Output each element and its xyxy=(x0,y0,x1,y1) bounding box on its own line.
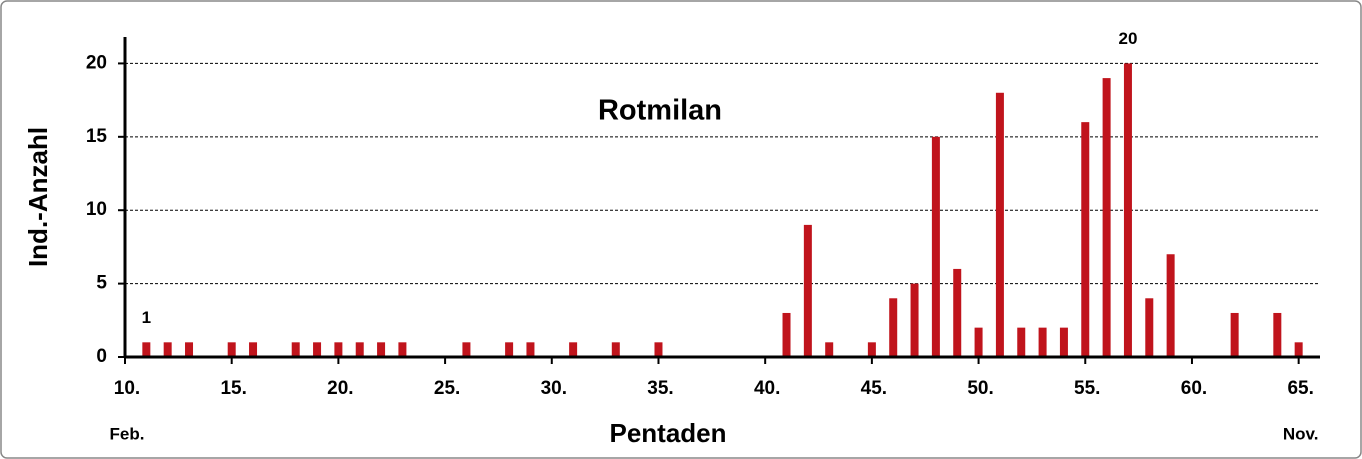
x-tick-label: 50. xyxy=(967,378,993,399)
x-tick-label: 40. xyxy=(754,378,780,399)
bar xyxy=(782,312,791,357)
bar xyxy=(1017,327,1026,357)
bar xyxy=(889,298,898,357)
bar xyxy=(974,327,983,357)
x-tick-label: 25. xyxy=(434,378,460,399)
x-tick-label: 60. xyxy=(1181,378,1207,399)
y-tick-label: 5 xyxy=(96,273,107,294)
bar xyxy=(569,342,578,357)
bar xyxy=(1273,312,1282,357)
bar xyxy=(1123,63,1132,357)
bar xyxy=(505,342,514,357)
bar xyxy=(953,268,962,357)
x-tick-label: 10. xyxy=(114,378,140,399)
y-tick-label: 20 xyxy=(86,52,107,73)
bar xyxy=(931,136,940,357)
bar xyxy=(355,342,364,357)
bar xyxy=(1102,78,1111,357)
bar xyxy=(142,342,151,357)
y-tick-label: 15 xyxy=(86,126,108,147)
x-tick-label: 55. xyxy=(1074,378,1100,399)
x-tick-label: 30. xyxy=(541,378,567,399)
x-period-label: Nov. xyxy=(1283,424,1319,443)
bar xyxy=(249,342,258,357)
bar xyxy=(995,92,1004,357)
bar xyxy=(334,342,343,357)
bar xyxy=(1038,327,1047,357)
x-tick-label: 20. xyxy=(327,378,353,399)
y-axis-title: Ind.-Anzahl xyxy=(23,127,53,267)
y-tick-label: 10 xyxy=(86,199,107,220)
x-tick-label: 15. xyxy=(220,378,246,399)
bar xyxy=(526,342,535,357)
bar xyxy=(867,342,876,357)
bar xyxy=(654,342,663,357)
x-tick-label: 65. xyxy=(1287,378,1313,399)
bar xyxy=(825,342,834,357)
data-label: 20 xyxy=(1118,29,1137,48)
x-tick-label: 35. xyxy=(647,378,673,399)
bar xyxy=(1294,342,1303,357)
bar xyxy=(1145,298,1154,357)
bar xyxy=(910,283,919,357)
data-label: 1 xyxy=(142,308,151,327)
bar xyxy=(291,342,300,357)
bar xyxy=(1230,312,1239,357)
x-tick-label: 45. xyxy=(861,378,887,399)
bar xyxy=(185,342,194,357)
bar xyxy=(227,342,236,357)
bar xyxy=(398,342,407,357)
bar xyxy=(377,342,386,357)
bar xyxy=(1081,122,1090,358)
bar xyxy=(611,342,620,357)
chart-title: Rotmilan xyxy=(598,95,722,127)
x-period-label: Feb. xyxy=(110,424,145,443)
bar xyxy=(163,342,172,357)
x-axis-title: Pentaden xyxy=(609,418,726,448)
bar xyxy=(1059,327,1068,357)
bar xyxy=(313,342,322,357)
bar xyxy=(1166,254,1175,357)
bar xyxy=(462,342,471,357)
y-tick-label: 0 xyxy=(96,346,107,367)
bar xyxy=(803,224,812,357)
